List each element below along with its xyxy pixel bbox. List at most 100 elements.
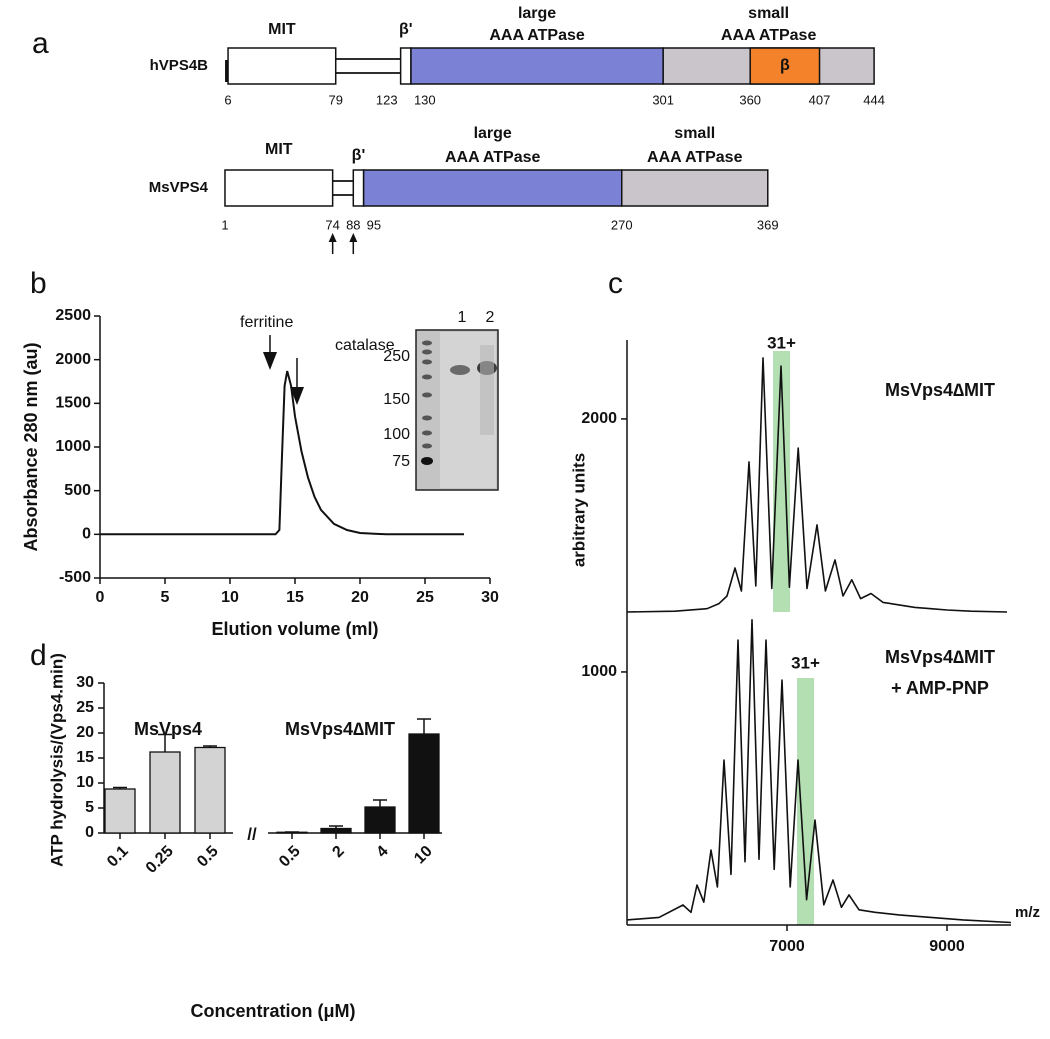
x-axis-label: m/z [1015,904,1040,921]
position-label: 79 [328,92,342,107]
bar [149,751,181,834]
annotation-arrowhead [263,352,277,370]
small-label: small [674,125,715,142]
position-label: 123 [376,92,398,107]
spectrum [626,357,1008,613]
bar [104,788,136,834]
start-mark [225,60,229,82]
bar [408,733,440,834]
series-label: MsVps4∆MIT [885,380,995,400]
ladder-band [422,443,432,449]
spectrum [626,619,1012,924]
large-label: AAA ATPase [489,27,585,44]
mit-domain [227,47,337,85]
y-tick-label: 2500 [55,307,91,324]
y-tick-label: 0 [85,824,94,841]
beta-label: β [780,57,790,74]
ladder-band [422,359,432,365]
beta-prime-domain [352,169,365,207]
mit-label: MIT [265,141,293,158]
position-label: 74 [325,217,339,232]
panel-label: b [30,267,47,300]
x-tick-label: 30 [481,589,499,606]
x-tick-label: 20 [351,589,369,606]
y-tick-label: 2000 [581,410,617,427]
panel-label: d [30,639,47,672]
position-label: 369 [757,217,779,232]
protein-name: MsVPS4 [149,179,209,196]
position-label: 6 [224,92,231,107]
beta-prime-label: β' [399,21,413,38]
position-label: 301 [652,92,674,107]
series-label: MsVps4∆MIT [885,647,995,667]
y-tick-label: 10 [76,774,94,791]
site-arrowhead [349,233,358,242]
x-tick-label: 5 [161,589,170,606]
bar [194,746,226,834]
position-label: 95 [367,217,381,232]
position-label: 444 [863,92,885,107]
site-arrowhead [328,233,337,242]
protein-name: hVPS4B [150,57,209,74]
sample-band [450,365,470,375]
position-label: 270 [611,217,633,232]
beta-prime-domain [399,47,412,85]
annotation: catalase [335,337,395,354]
large-label: AAA ATPase [445,149,541,166]
charge-state-highlight [773,351,791,612]
y-tick-label: 500 [64,482,91,499]
ladder-band [422,392,432,398]
annotation: ferritine [240,314,293,331]
small-label: small [748,5,789,22]
position-label: 130 [414,92,436,107]
x-tick-label: 7000 [769,938,805,955]
group-label: MsVps4 [134,719,202,739]
y-tick-label: 30 [76,674,94,691]
position-label: 1 [221,217,228,232]
bar [320,827,352,834]
marker-label: 75 [392,453,410,470]
x-axis-label: Concentration (μM) [191,1001,356,1021]
ladder-band [422,349,432,355]
annotation-arrowhead [290,387,304,405]
marker-label: 250 [383,348,410,365]
y-tick-label: 5 [85,799,94,816]
y-tick-label: 25 [76,699,94,716]
x-tick-label: 9000 [929,938,965,955]
small-label: AAA ATPase [721,27,817,44]
large-label: large [518,5,556,22]
axis-break: // [247,824,257,843]
position-label: 360 [739,92,761,107]
large-label: large [474,125,512,142]
series-label: + AMP-PNP [891,678,989,698]
elution-curve [100,370,464,536]
x-tick-label: 15 [286,589,304,606]
x-tick-label: 10 [221,589,239,606]
lane-label: 1 [458,309,467,326]
y-tick-label: 15 [76,749,94,766]
panel-label: a [32,27,49,60]
small-domain [621,169,769,207]
bar [364,806,396,834]
ladder-band [422,374,432,380]
y-axis-label: Absorbance 280 nm (au) [21,342,41,551]
lane-smear [480,345,494,435]
ladder-band [422,430,432,436]
large-domain [362,169,623,207]
position-label: 88 [346,217,360,232]
position-label: 407 [809,92,831,107]
x-axis-label: Elution volume (ml) [211,619,378,639]
x-tick-label: 0 [96,589,105,606]
marker-label: 100 [383,426,410,443]
large-domain [410,47,664,85]
ladder-band [422,340,432,346]
beta-prime-label: β' [352,147,366,164]
marker-label: 150 [383,391,410,408]
ladder-band [422,415,432,421]
small-label: AAA ATPase [647,149,743,166]
y-tick-label: 2000 [55,351,91,368]
charge-state-label: 31+ [767,333,796,352]
ladder-band [421,457,433,465]
beta-domain [749,47,821,85]
